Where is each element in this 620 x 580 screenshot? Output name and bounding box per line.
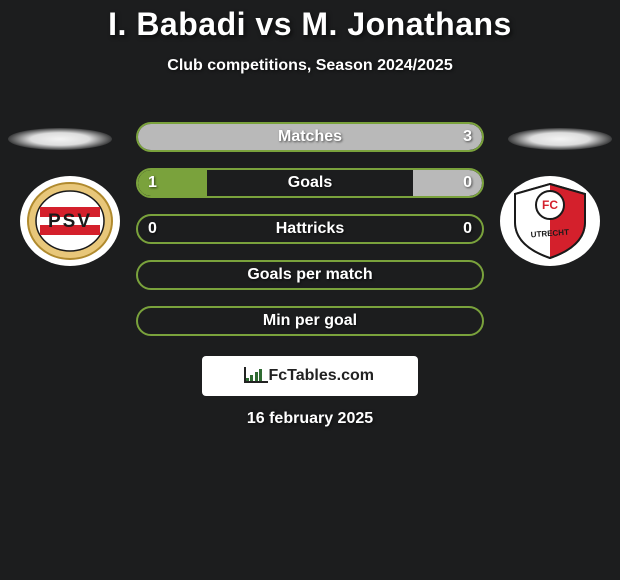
date-text: 16 february 2025 xyxy=(0,410,620,428)
stat-value-right: 3 xyxy=(463,124,472,150)
subtitle: Club competitions, Season 2024/2025 xyxy=(0,57,620,75)
stat-value-right: 0 xyxy=(463,216,472,242)
stat-row: Goals1 0 xyxy=(136,168,484,198)
comparison-card: I. Babadi vs M. Jonathans Club competiti… xyxy=(0,0,620,75)
stat-label: Goals per match xyxy=(138,262,482,288)
svg-text:PSV: PSV xyxy=(48,211,92,232)
stat-label: Goals xyxy=(138,170,482,196)
fc-utrecht-badge-icon: FC UTRECHT xyxy=(507,180,593,262)
svg-text:FC: FC xyxy=(542,198,558,212)
page-title: I. Babadi vs M. Jonathans xyxy=(0,0,620,43)
stat-row: Hattricks0 0 xyxy=(136,214,484,244)
stat-row: Goals per match xyxy=(136,260,484,290)
stat-value-left: 1 xyxy=(148,170,157,196)
stat-row: Min per goal xyxy=(136,306,484,336)
player-silhouette-shadow-left xyxy=(8,128,112,150)
stat-label: Matches xyxy=(138,124,482,150)
stats-table: Matches3Goals10Hattricks00Goals per matc… xyxy=(136,122,484,352)
stat-row: Matches3 xyxy=(136,122,484,152)
stat-value-right: 0 xyxy=(463,170,472,196)
club-logo-left: PSV xyxy=(20,176,120,266)
brand-text: FcTables.com xyxy=(268,367,374,385)
stat-value-left: 0 xyxy=(148,216,157,242)
player-silhouette-shadow-right xyxy=(508,128,612,150)
club-logo-right: FC UTRECHT xyxy=(500,176,600,266)
brand-badge[interactable]: FcTables.com xyxy=(202,356,418,396)
bar-chart-icon xyxy=(246,369,263,383)
stat-label: Min per goal xyxy=(138,308,482,334)
psv-badge-icon: PSV xyxy=(26,181,114,261)
stat-label: Hattricks xyxy=(138,216,482,242)
